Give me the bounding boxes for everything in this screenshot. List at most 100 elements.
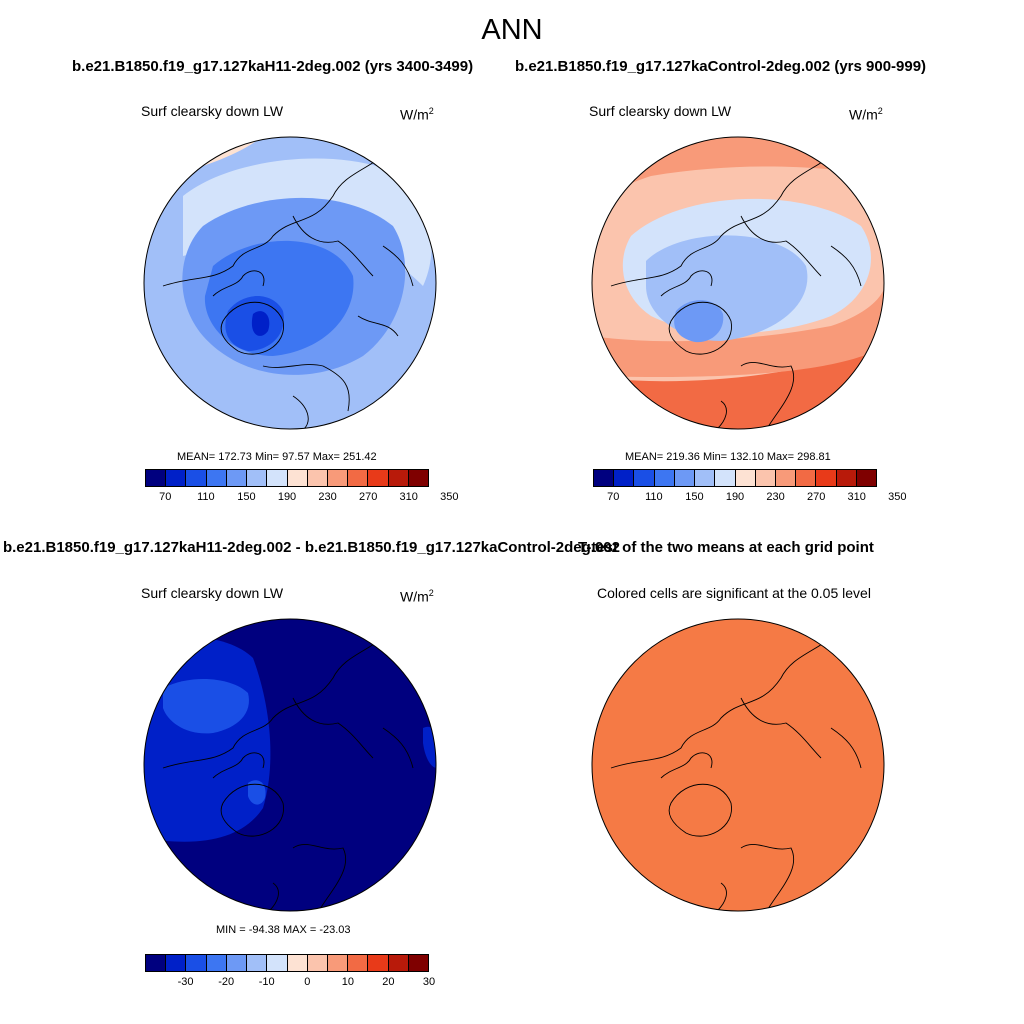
case-colorbar-swatch — [146, 470, 167, 486]
control-colorbar-swatch — [775, 470, 797, 486]
control-units: W/m2 — [849, 106, 883, 123]
case-colorbar: 70 110 150 190 230 270 310 350 — [145, 469, 458, 507]
control-run-title: b.e21.B1850.f19_g17.127kaControl-2deg.00… — [515, 58, 927, 75]
control-colorbar-swatch — [796, 470, 817, 486]
coastline — [162, 637, 414, 911]
case-colorbar-tick-label: 150 — [237, 491, 256, 503]
case-colorbar-swatch — [247, 470, 268, 486]
diff-colorbar-swatch — [307, 955, 328, 971]
diff-run-title: b.e21.B1850.f19_g17.127kaH11-2deg.002 - … — [2, 539, 620, 556]
control-fill-core — [674, 300, 724, 343]
control-colorbar-swatch — [654, 470, 675, 486]
diff-colorbar-tick-label: -20 — [218, 976, 235, 988]
diff-colorbar-swatch — [368, 955, 389, 971]
diff-panel-label: Surf clearsky down LW — [141, 585, 284, 601]
case-colorbar-tick-label: 310 — [399, 491, 418, 503]
control-colorbar: 70 110 150 190 230 270 310 350 — [593, 469, 906, 507]
diff-colorbar-swatch — [206, 955, 227, 971]
coastline — [162, 155, 414, 429]
case-colorbar-swatch — [226, 470, 248, 486]
diff-fill-light — [163, 678, 249, 734]
case-colorbar-swatch — [206, 470, 227, 486]
case-colorbar-swatch — [388, 470, 409, 486]
case-colorbar-swatch — [368, 470, 389, 486]
control-colorbar-swatch — [594, 470, 615, 486]
diff-colorbar-tick-label: -10 — [258, 976, 275, 988]
diff-colorbar-swatch — [247, 955, 268, 971]
diff-fill-mid — [144, 637, 271, 842]
diff-colorbar-ticks: -30 -20 -10 0 10 20 30 — [145, 976, 436, 992]
case-colorbar-tick-label: 350 — [440, 491, 459, 503]
ttest-polar-map — [591, 618, 885, 912]
diff-colorbar-swatch — [348, 955, 369, 971]
diff-colorbar-swatch — [287, 955, 308, 971]
case-colorbar-tick-label: 230 — [318, 491, 337, 503]
diff-colorbar-swatch — [226, 955, 248, 971]
control-colorbar-swatch — [755, 470, 776, 486]
coastline — [610, 637, 862, 911]
case-polar-map — [143, 136, 437, 430]
control-polar-map — [591, 136, 885, 430]
diff-colorbar-swatch — [166, 955, 187, 971]
control-colorbar-swatch — [634, 470, 655, 486]
control-colorbar-swatch — [614, 470, 635, 486]
diff-colorbar-swatch — [408, 955, 429, 971]
ttest-panel-label: Colored cells are significant at the 0.0… — [597, 585, 871, 601]
control-colorbar-tick-label: 310 — [847, 491, 866, 503]
control-colorbar-swatch — [856, 470, 877, 486]
case-colorbar-tick-label: 270 — [358, 491, 378, 503]
diff-polar-map — [143, 618, 437, 912]
control-colorbar-ticks: 70 110 150 190 230 270 310 350 — [593, 491, 906, 507]
case-colorbar-swatch — [186, 470, 207, 486]
case-stats: MEAN= 172.73 Min= 97.57 Max= 251.42 — [177, 451, 377, 463]
case-colorbar-swatch — [307, 470, 328, 486]
case-run-title: b.e21.B1850.f19_g17.127kaH11-2deg.002 (y… — [72, 58, 474, 75]
diff-colorbar-swatch — [267, 955, 288, 971]
control-colorbar-swatch — [836, 470, 857, 486]
control-colorbar-tick-label: 70 — [607, 491, 620, 503]
case-colorbar-swatch — [348, 470, 369, 486]
case-colorbar-swatch — [287, 470, 308, 486]
control-colorbar-tick-label: 270 — [806, 491, 826, 503]
coastline — [610, 155, 862, 429]
control-panel-label: Surf clearsky down LW — [589, 103, 732, 119]
case-panel-label: Surf clearsky down LW — [141, 103, 284, 119]
case-colorbar-swatch — [327, 470, 349, 486]
case-colorbar-swatch — [408, 470, 429, 486]
greenland-outline — [668, 783, 732, 837]
ttest-title: T-test of the two means at each grid poi… — [578, 539, 874, 556]
diff-colorbar-tick-label: 20 — [382, 976, 395, 988]
control-fill-hot-bottom — [592, 331, 884, 429]
greenland-outline — [668, 301, 732, 355]
diff-colorbar-swatch — [388, 955, 409, 971]
diff-colorbar-swatch — [186, 955, 207, 971]
control-colorbar-tick-label: 110 — [645, 491, 663, 503]
control-colorbar-swatch — [674, 470, 696, 486]
control-colorbar-swatch — [816, 470, 837, 486]
case-fill-core-inner — [251, 311, 270, 336]
control-colorbar-tick-label: 350 — [888, 491, 907, 503]
case-colorbar-swatch — [267, 470, 288, 486]
control-colorbar-swatches — [593, 469, 877, 487]
control-colorbar-tick-label: 190 — [725, 491, 745, 503]
control-stats: MEAN= 219.36 Min= 132.10 Max= 298.81 — [625, 451, 831, 463]
diff-colorbar-swatch — [327, 955, 349, 971]
case-colorbar-swatches — [145, 469, 429, 487]
case-colorbar-ticks: 70 110 150 190 230 270 310 350 — [145, 491, 458, 507]
greenland-outline — [220, 301, 284, 355]
figure-title: ANN — [481, 14, 543, 46]
diff-stats: MIN = -94.38 MAX = -23.03 — [216, 924, 351, 936]
ttest-fill — [592, 619, 884, 911]
control-colorbar-tick-label: 150 — [685, 491, 704, 503]
control-colorbar-tick-label: 230 — [766, 491, 785, 503]
diff-colorbar-tick-label: 30 — [422, 976, 436, 988]
greenland-outline — [220, 783, 284, 837]
control-colorbar-swatch — [735, 470, 756, 486]
case-colorbar-swatch — [166, 470, 187, 486]
diff-fill-light-2 — [248, 780, 266, 805]
control-fill-warm-bottom — [592, 286, 884, 377]
case-colorbar-tick-label: 70 — [159, 491, 172, 503]
diff-colorbar: -30 -20 -10 0 10 20 30 — [145, 954, 436, 992]
control-colorbar-swatch — [695, 470, 716, 486]
diff-units: W/m2 — [400, 588, 434, 605]
